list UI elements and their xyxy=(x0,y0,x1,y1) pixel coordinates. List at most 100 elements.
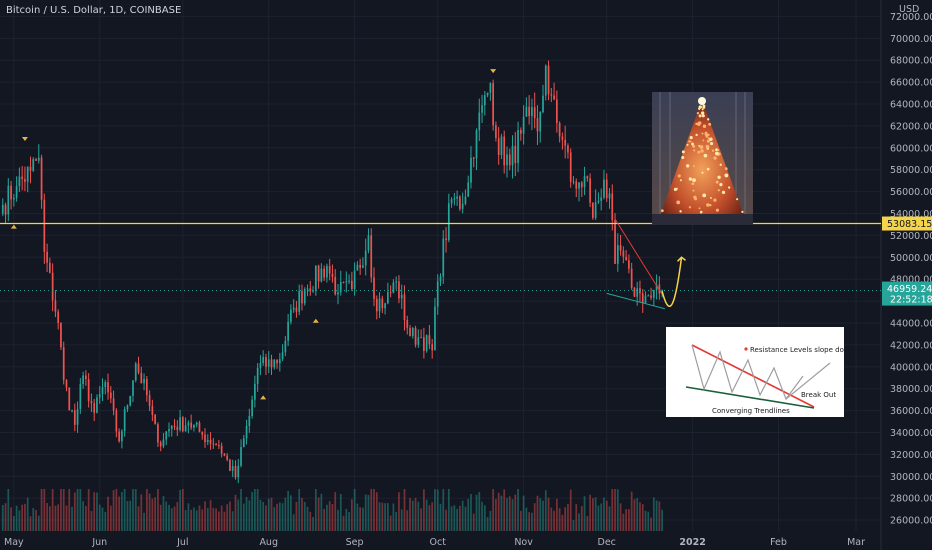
tree-light xyxy=(699,145,704,149)
candle-body xyxy=(525,106,528,117)
volume-bar xyxy=(389,515,392,531)
candle-body xyxy=(176,426,179,431)
volume-bar xyxy=(278,502,281,531)
tree-light xyxy=(702,124,707,128)
volume-bar xyxy=(4,503,7,531)
candle-body xyxy=(445,238,447,241)
volume-bar xyxy=(539,498,542,531)
candle-body xyxy=(442,238,445,277)
volume-bar xyxy=(339,493,342,531)
tree-light xyxy=(736,198,739,201)
volume-bar xyxy=(292,514,295,531)
time-tick-label: Mar xyxy=(847,537,865,548)
volume-bar xyxy=(159,504,162,531)
volume-bar xyxy=(555,498,558,531)
candle-body xyxy=(630,268,633,288)
volume-bar xyxy=(553,510,555,531)
candle-body xyxy=(326,266,328,278)
volume-bar xyxy=(381,502,384,531)
candle-body xyxy=(242,438,245,448)
candle-body xyxy=(384,303,386,309)
volume-bar xyxy=(614,489,616,531)
candle-body xyxy=(633,287,636,297)
candle-body xyxy=(320,268,323,282)
volume-bar xyxy=(453,505,456,531)
tree-light xyxy=(660,209,664,213)
candle-body xyxy=(168,429,170,432)
christmas-tree-picture xyxy=(652,92,753,225)
candle-body xyxy=(220,445,223,454)
trendlines-label: Converging Trendlines xyxy=(712,407,790,415)
price-tick-label: 40000.00 xyxy=(890,362,932,373)
candle-body xyxy=(101,387,104,394)
candle-body xyxy=(303,289,306,304)
volume-bar xyxy=(165,501,168,531)
volume-bar xyxy=(37,515,40,531)
tree-light xyxy=(707,133,710,136)
candle-body xyxy=(126,405,129,410)
candle-body xyxy=(353,270,356,290)
volume-bar xyxy=(456,508,458,531)
volume-bar xyxy=(392,503,395,531)
last-price-label: 46959.24 xyxy=(887,284,932,295)
volume-bar xyxy=(403,489,406,531)
candle-body xyxy=(262,356,265,364)
candle-body xyxy=(652,290,655,298)
chart-marker xyxy=(312,318,319,323)
volume-bar xyxy=(184,510,187,531)
candle-body xyxy=(154,414,157,425)
candle-body xyxy=(359,264,362,268)
candle-body xyxy=(528,106,531,117)
tree-light xyxy=(714,151,719,156)
candle-body xyxy=(198,422,201,432)
candle-body xyxy=(470,157,472,183)
candle-body xyxy=(76,408,79,425)
candle-body xyxy=(107,382,109,393)
volume-bar xyxy=(508,496,511,531)
candle-body xyxy=(223,453,226,456)
volume-bar xyxy=(528,512,531,531)
tree-light xyxy=(706,203,710,207)
price-tick-label: 72000.00 xyxy=(890,12,932,23)
candle-body xyxy=(481,105,483,113)
candle-body xyxy=(489,83,492,93)
tree-light xyxy=(679,179,682,182)
candle-body xyxy=(658,284,661,294)
candle-body xyxy=(589,178,591,203)
tree-light xyxy=(697,150,701,154)
candle-body xyxy=(592,202,594,218)
volume-bar xyxy=(201,509,204,531)
christmas-tree-image xyxy=(652,92,753,225)
volume-bar xyxy=(536,495,539,531)
candle-body xyxy=(508,154,511,166)
volume-bar xyxy=(414,497,417,531)
volume-bar xyxy=(112,490,115,531)
volume-bar xyxy=(218,511,220,531)
candle-body xyxy=(614,220,616,264)
volume-bar xyxy=(157,489,159,531)
volume-bar xyxy=(43,489,46,531)
chart-marker xyxy=(10,224,17,229)
price-tick-label: 62000.00 xyxy=(890,121,932,132)
volume-bar xyxy=(431,502,434,531)
volume-bar xyxy=(439,503,442,531)
candle-body xyxy=(381,298,384,309)
tree-light xyxy=(692,189,695,192)
volume-bar xyxy=(212,507,215,531)
price-zigzag xyxy=(691,344,804,401)
volume-bar xyxy=(143,512,145,531)
volume-bar xyxy=(384,503,386,531)
time-tick-label: 2022 xyxy=(679,537,705,548)
volume-bar xyxy=(54,505,57,531)
candle-body xyxy=(636,288,639,297)
currency-label: USD xyxy=(899,4,919,15)
volume-bar xyxy=(359,507,362,531)
tree-light xyxy=(676,200,681,205)
candle-body xyxy=(461,203,464,209)
price-tick-label: 34000.00 xyxy=(890,428,932,439)
candle-body xyxy=(18,176,21,187)
tree-light xyxy=(695,133,698,137)
candle-body xyxy=(43,199,46,252)
volume-bar xyxy=(636,498,639,531)
